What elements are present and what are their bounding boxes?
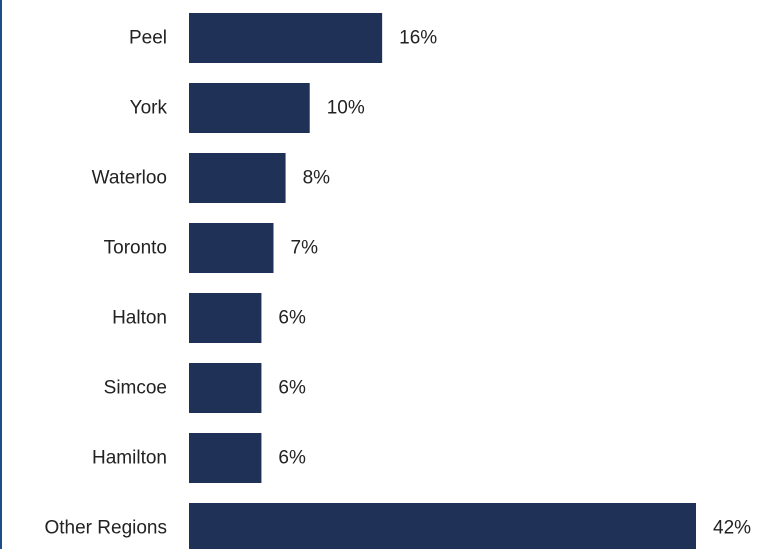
bar bbox=[189, 223, 274, 273]
bar bbox=[189, 153, 286, 203]
bar bbox=[189, 433, 262, 483]
value-label: 16% bbox=[399, 28, 437, 49]
category-label: Peel bbox=[129, 28, 167, 49]
bars bbox=[189, 13, 696, 549]
bar bbox=[189, 503, 696, 549]
value-label: 10% bbox=[327, 98, 365, 119]
value-label: 6% bbox=[278, 378, 306, 399]
value-label: 42% bbox=[713, 518, 751, 539]
category-label: Simcoe bbox=[104, 378, 167, 399]
category-label: Halton bbox=[112, 308, 167, 329]
category-labels: Peel York Waterloo Toronto Halton Simcoe Hamil… bbox=[44, 28, 167, 539]
category-label: Hamilton bbox=[92, 448, 167, 469]
category-label: Toronto bbox=[104, 238, 167, 259]
category-label: Waterloo bbox=[92, 168, 167, 189]
value-label: 6% bbox=[278, 448, 306, 469]
bar bbox=[189, 83, 310, 133]
value-label: 6% bbox=[278, 308, 306, 329]
bar bbox=[189, 293, 262, 343]
value-labels: 16% 10% 8% 7% 6% 6% 6% 42% bbox=[278, 28, 751, 539]
category-label: York bbox=[130, 98, 168, 119]
category-label: Other Regions bbox=[44, 518, 167, 539]
bar bbox=[189, 13, 383, 63]
value-label: 8% bbox=[303, 168, 331, 189]
value-label: 7% bbox=[291, 238, 319, 259]
bar bbox=[189, 363, 262, 413]
